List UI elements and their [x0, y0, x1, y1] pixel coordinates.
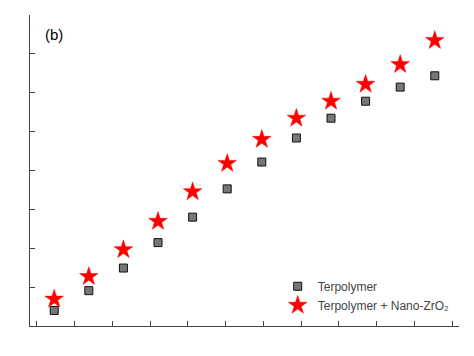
svg-text:Terpolymer + Nano-ZrO₂: Terpolymer + Nano-ZrO₂ — [318, 299, 449, 313]
svg-text:Terpolymer: Terpolymer — [318, 280, 377, 294]
svg-text:(b): (b) — [45, 26, 63, 43]
